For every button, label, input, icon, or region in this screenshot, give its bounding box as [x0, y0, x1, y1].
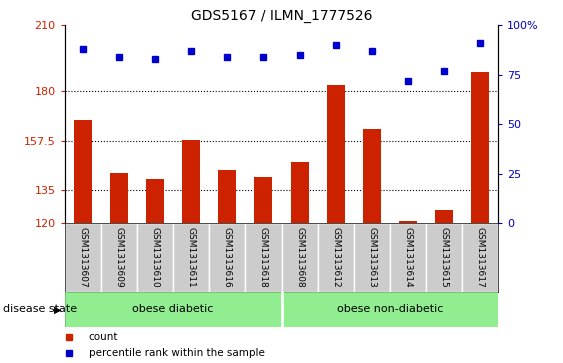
- Text: GSM1313614: GSM1313614: [404, 227, 413, 288]
- Bar: [327, 85, 345, 223]
- Bar: [390, 223, 426, 292]
- Bar: [65, 292, 282, 327]
- Bar: [182, 140, 200, 223]
- Bar: [74, 120, 92, 223]
- Bar: [245, 223, 282, 292]
- Text: GSM1313610: GSM1313610: [150, 227, 159, 288]
- Bar: [282, 223, 318, 292]
- Text: disease state: disease state: [3, 304, 77, 314]
- Bar: [462, 223, 498, 292]
- Text: GSM1313616: GSM1313616: [223, 227, 232, 288]
- Text: count: count: [88, 332, 118, 342]
- Bar: [254, 177, 272, 223]
- Bar: [101, 223, 137, 292]
- Text: GSM1313615: GSM1313615: [440, 227, 449, 288]
- Bar: [399, 221, 417, 223]
- Bar: [110, 173, 128, 223]
- Bar: [471, 72, 489, 223]
- Bar: [65, 223, 101, 292]
- Bar: [318, 223, 354, 292]
- Bar: [218, 171, 236, 223]
- Text: GSM1313618: GSM1313618: [259, 227, 268, 288]
- Bar: [209, 223, 245, 292]
- Text: GSM1313617: GSM1313617: [476, 227, 485, 288]
- Bar: [435, 210, 453, 223]
- Text: GSM1313611: GSM1313611: [187, 227, 196, 288]
- Text: GSM1313608: GSM1313608: [295, 227, 304, 288]
- Text: obese non-diabetic: obese non-diabetic: [337, 305, 443, 314]
- Text: GSM1313612: GSM1313612: [331, 227, 340, 288]
- Text: GSM1313609: GSM1313609: [114, 227, 123, 288]
- Bar: [426, 223, 462, 292]
- Text: percentile rank within the sample: percentile rank within the sample: [88, 348, 265, 358]
- Text: GSM1313607: GSM1313607: [78, 227, 87, 288]
- Bar: [282, 292, 498, 327]
- Title: GDS5167 / ILMN_1777526: GDS5167 / ILMN_1777526: [191, 9, 372, 23]
- Text: ▶: ▶: [54, 304, 61, 314]
- Bar: [291, 162, 309, 223]
- Bar: [354, 223, 390, 292]
- Bar: [146, 179, 164, 223]
- Text: GSM1313613: GSM1313613: [367, 227, 376, 288]
- Bar: [137, 223, 173, 292]
- Text: obese diabetic: obese diabetic: [132, 305, 214, 314]
- Bar: [363, 129, 381, 223]
- Bar: [173, 223, 209, 292]
